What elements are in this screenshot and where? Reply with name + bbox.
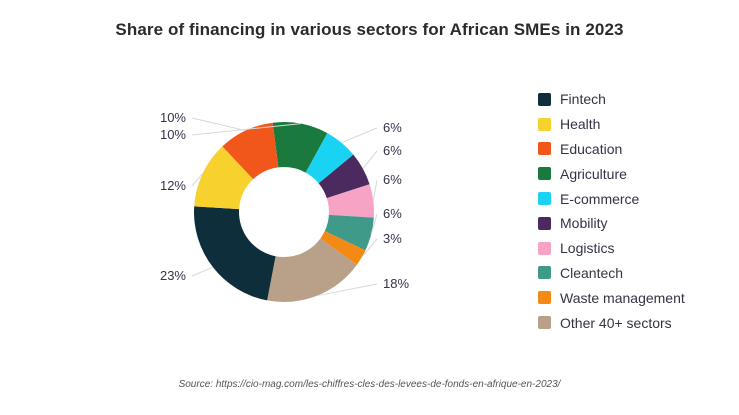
leader-line [370, 213, 378, 235]
legend-item: Fintech [538, 87, 733, 112]
slice-cleantech [324, 214, 374, 251]
slice-agriculture [272, 122, 328, 173]
legend: Fintech Health Education Agriculture E-comme… [538, 87, 733, 335]
slice-mobility [318, 154, 370, 199]
legend-label: Fintech [560, 91, 606, 108]
chart-title: Share of financing in various sectors fo… [115, 20, 624, 39]
data-label: 12% [160, 178, 186, 193]
slice-e-commerce [305, 133, 354, 184]
legend-item: Mobility [538, 211, 733, 236]
data-label: 23% [160, 268, 186, 283]
legend-label: Cleantech [560, 264, 624, 281]
slice-other-40-sectors [267, 238, 357, 302]
legend-item: Cleantech [538, 261, 733, 286]
leader-line [191, 173, 203, 187]
slice-education [222, 122, 279, 180]
leader-line [372, 179, 378, 201]
slice-health [194, 146, 254, 210]
data-label: 10% [160, 110, 186, 125]
legend-swatch [538, 266, 551, 280]
data-label: 3% [383, 231, 402, 246]
leader-line [191, 117, 246, 132]
data-label: 6% [383, 172, 402, 187]
legend-item: Waste management [538, 285, 733, 310]
legend-label: Agriculture [560, 165, 627, 182]
legend-label: Logistics [560, 240, 615, 257]
legend-label: Health [560, 116, 601, 133]
legend-swatch [538, 117, 551, 131]
data-label: 18% [383, 276, 409, 291]
legend-swatch [538, 192, 551, 206]
data-label: 6% [383, 206, 402, 221]
legend-swatch [538, 167, 551, 181]
slice-waste-management [320, 231, 366, 265]
data-label: 10% [160, 127, 186, 142]
legend-item: E-commerce [538, 186, 733, 211]
legend-item: Agriculture [538, 161, 733, 186]
data-label: 6% [383, 143, 402, 158]
legend-label: E-commerce [560, 190, 640, 207]
legend-item: Education [538, 137, 733, 162]
leader-line [317, 283, 378, 297]
leader-line [191, 123, 301, 136]
legend-label: Mobility [560, 215, 608, 232]
legend-swatch [538, 291, 551, 305]
source-note: Source: https://cio-mag.com/les-chiffres… [178, 379, 561, 390]
legend-swatch [538, 142, 551, 156]
legend-swatch [538, 216, 551, 230]
leader-line [362, 150, 378, 169]
legend-item: Other 40+ sectors [538, 310, 733, 335]
legend-label: Waste management [560, 289, 685, 306]
legend-item: Logistics [538, 236, 733, 261]
leader-line [361, 238, 378, 259]
legend-swatch [538, 92, 551, 106]
legend-swatch [538, 316, 551, 330]
legend-label: Other 40+ sectors [560, 314, 672, 331]
data-label: 6% [383, 120, 402, 135]
legend-swatch [538, 241, 551, 255]
slice-logistics [326, 184, 374, 218]
leader-line [341, 127, 378, 144]
legend-label: Education [560, 140, 623, 157]
leader-line [191, 266, 214, 277]
slice-fintech [194, 206, 276, 301]
legend-item: Health [538, 112, 733, 137]
